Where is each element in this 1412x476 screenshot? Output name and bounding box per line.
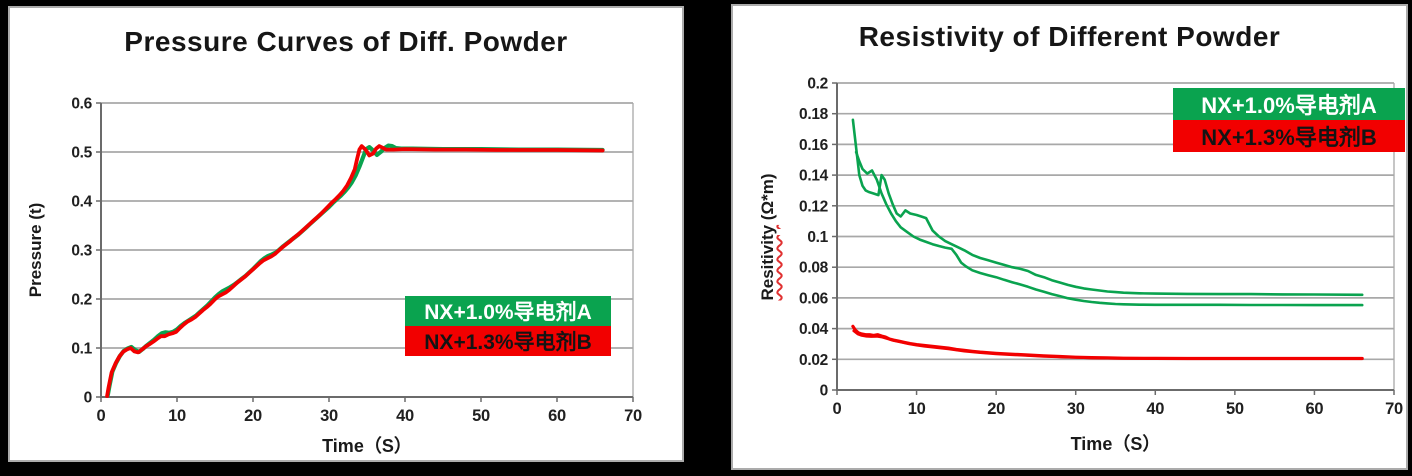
pressure-chart-title: Pressure Curves of Diff. Powder bbox=[124, 26, 568, 57]
resistivity-chart-title: Resistivity of Different Powder bbox=[858, 21, 1281, 52]
svg-text:30: 30 bbox=[320, 407, 338, 425]
svg-text:0.12: 0.12 bbox=[799, 198, 828, 215]
svg-text:0.06: 0.06 bbox=[799, 290, 829, 307]
svg-text:0.1: 0.1 bbox=[807, 229, 828, 246]
svg-text:0: 0 bbox=[820, 383, 828, 400]
svg-text:0.5: 0.5 bbox=[71, 145, 92, 162]
svg-text:0.16: 0.16 bbox=[799, 137, 829, 154]
svg-text:0: 0 bbox=[84, 390, 92, 407]
svg-text:40: 40 bbox=[1146, 400, 1164, 418]
svg-text:20: 20 bbox=[987, 400, 1005, 418]
svg-text:0.4: 0.4 bbox=[71, 194, 92, 211]
svg-text:60: 60 bbox=[548, 407, 566, 425]
resistivity-chart-panel: Resistivity of Different Powder Resitivi… bbox=[731, 4, 1408, 470]
svg-text:0: 0 bbox=[97, 407, 106, 425]
svg-text:20: 20 bbox=[244, 407, 262, 425]
resistivity-plot-area: 0 0.02 0.04 0.06 0.08 0.1 0.12 0.14 0.16 0.18 0.2 0… bbox=[799, 76, 1403, 419]
pressure-x-axis-label: Time（S） bbox=[322, 436, 412, 456]
resistivity-legend: NX+1.0%导电剂A NX+1.3%导电剂B bbox=[1173, 88, 1405, 152]
svg-text:50: 50 bbox=[1226, 400, 1244, 418]
pressure-plot-area: 0 0.1 0.2 0.3 0.4 0.5 0.6 0 10 20 30 40 50 60 70 bbox=[71, 96, 642, 426]
pressure-chart-panel: Pressure Curves of Diff. Powder Pressure… bbox=[8, 6, 684, 462]
legend-entry-powder-b: NX+1.3%导电剂B bbox=[1173, 120, 1405, 152]
svg-text:0.18: 0.18 bbox=[799, 106, 829, 123]
svg-text:0.1: 0.1 bbox=[71, 341, 92, 358]
svg-text:0.14: 0.14 bbox=[799, 168, 829, 185]
svg-text:0: 0 bbox=[833, 400, 842, 418]
svg-text:70: 70 bbox=[1385, 400, 1403, 418]
svg-text:0.3: 0.3 bbox=[71, 243, 92, 260]
legend-entry-powder-b: NX+1.3%导电剂B bbox=[405, 326, 611, 356]
svg-text:0.08: 0.08 bbox=[799, 260, 829, 277]
svg-text:0.6: 0.6 bbox=[71, 96, 92, 113]
svg-text:40: 40 bbox=[396, 407, 414, 425]
svg-text:30: 30 bbox=[1067, 400, 1085, 418]
svg-text:10: 10 bbox=[908, 400, 926, 418]
svg-text:0.2: 0.2 bbox=[71, 292, 92, 309]
svg-text:70: 70 bbox=[624, 407, 642, 425]
pressure-legend: NX+1.0%导电剂A NX+1.3%导电剂B bbox=[405, 296, 611, 356]
svg-text:60: 60 bbox=[1306, 400, 1324, 418]
legend-entry-powder-a: NX+1.0%导电剂A bbox=[1173, 88, 1405, 120]
resistivity-x-axis-label: Time（S） bbox=[1070, 434, 1161, 454]
svg-text:10: 10 bbox=[168, 407, 186, 425]
legend-entry-powder-a: NX+1.0%导电剂A bbox=[405, 296, 611, 326]
svg-text:50: 50 bbox=[472, 407, 490, 425]
svg-text:0.04: 0.04 bbox=[799, 321, 829, 338]
svg-text:0.2: 0.2 bbox=[807, 76, 828, 93]
svg-text:0.02: 0.02 bbox=[799, 352, 828, 369]
